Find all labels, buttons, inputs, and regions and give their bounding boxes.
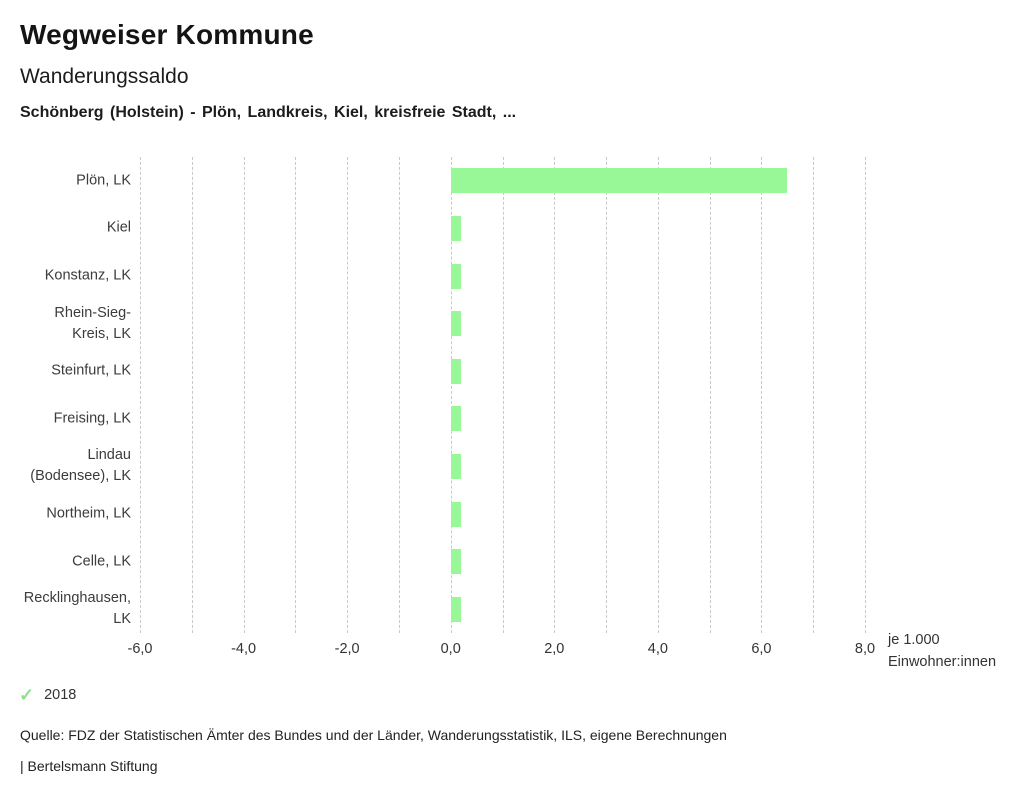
x-tick-label: -4,0: [231, 641, 257, 657]
category-label: Kiel: [106, 219, 131, 236]
region-subtitle: Schönberg (Holstein) - Plön, Landkreis, …: [20, 104, 517, 121]
indicator-title: Wanderungssaldo: [20, 65, 189, 88]
bar[interactable]: [450, 215, 462, 241]
category-label: Plön, LK: [76, 172, 131, 189]
bar[interactable]: [450, 358, 462, 384]
gridline: [450, 157, 452, 633]
gridline: [554, 157, 556, 633]
bar[interactable]: [450, 406, 462, 432]
gridline: [865, 157, 866, 633]
x-tick-label: -2,0: [334, 641, 360, 657]
source-note: Quelle: FDZ der Statistischen Ämter des …: [20, 727, 727, 743]
gridline: [398, 157, 400, 633]
gridline: [761, 157, 763, 633]
category-label: Celle, LK: [72, 553, 131, 570]
x-tick-label: 4,0: [647, 641, 668, 657]
check-icon[interactable]: ✓: [19, 685, 35, 705]
gridline: [657, 157, 659, 633]
legend-year-label[interactable]: 2018: [44, 687, 77, 703]
category-label: Rhein-Sieg- Kreis, LK: [54, 304, 131, 342]
app-title: Wegweiser Kommune: [20, 19, 314, 50]
bar[interactable]: [450, 263, 462, 289]
bar[interactable]: [450, 311, 462, 337]
x-tick-label: 8,0: [854, 641, 876, 657]
x-tick-label: -6,0: [127, 641, 153, 657]
category-label: Recklinghausen, LK: [23, 590, 131, 628]
category-label: Lindau (Bodensee), LK: [30, 447, 131, 485]
gridline: [191, 157, 193, 633]
gridline: [347, 157, 349, 633]
branding-note: | Bertelsmann Stiftung: [20, 758, 158, 774]
legend-year-2018[interactable]: ✓ 2018: [19, 686, 76, 704]
gridline: [295, 157, 297, 633]
axis-unit-line2: Einwohner:innen: [888, 653, 997, 670]
axis-unit-line1: je 1.000: [888, 632, 940, 648]
bar-chart-plot-area: Plön, LK Kiel Konstanz, LK Rhein-Sieg- Krei…: [24, 157, 866, 633]
x-tick-label: 2,0: [544, 641, 565, 657]
x-axis: -6,0 -4,0 -2,0 0,0 2,0 4,0 6,0 8,0: [128, 641, 876, 661]
gridline: [243, 157, 245, 633]
gridline: [709, 157, 711, 633]
gridline: [813, 157, 815, 633]
category-label: Northeim, LK: [46, 505, 131, 522]
category-label: Steinfurt, LK: [51, 362, 131, 379]
bar[interactable]: [450, 168, 788, 194]
axis-unit-label: je 1.000 Einwohner:innen: [888, 630, 996, 673]
category-label: Freising, LK: [53, 410, 131, 427]
x-tick-label: 6,0: [751, 641, 772, 657]
x-tick-label: 0,0: [440, 641, 461, 657]
category-label: Konstanz, LK: [44, 267, 131, 284]
bar[interactable]: [450, 453, 462, 479]
gridline: [140, 157, 141, 633]
bar[interactable]: [450, 596, 462, 622]
gridline: [502, 157, 504, 633]
bar[interactable]: [450, 549, 462, 575]
gridline: [606, 157, 608, 633]
bar[interactable]: [450, 501, 462, 527]
